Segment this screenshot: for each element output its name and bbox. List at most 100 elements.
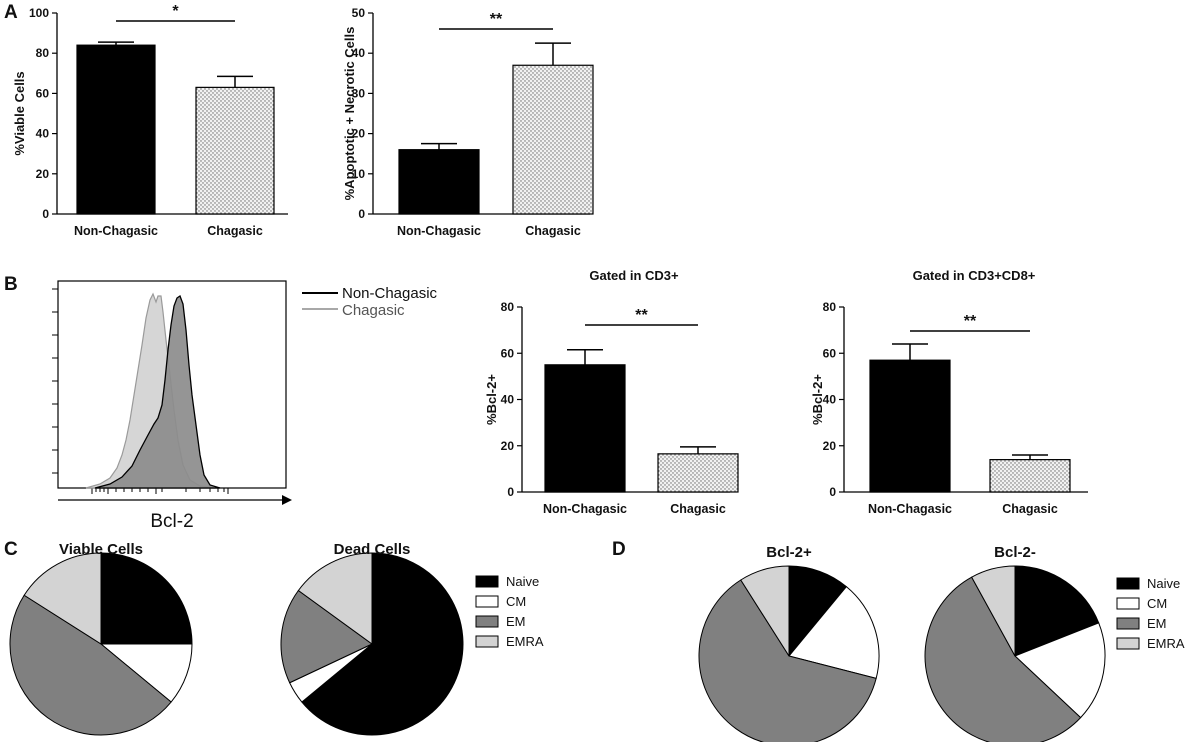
bcl2-positive-pie-chart: Bcl-2+ [698, 544, 880, 742]
legend-d-swatch-emra [1116, 637, 1140, 650]
c1-pie-title: Viable Cells [59, 541, 143, 558]
a2-y-axis-label: %Apoptotic + Necrotic Cells [342, 27, 357, 201]
a1-y-tick-label: 60 [36, 86, 50, 100]
d2-slice-em [924, 576, 1082, 742]
histogram-x-ticks [91, 488, 229, 494]
histogram-non-chagasic-curve [94, 295, 221, 489]
bcl2-negative-pie-chart: Bcl-2- [924, 544, 1106, 742]
legend-c-label-cm: CM [506, 594, 526, 609]
legend-d-swatch-cm [1116, 597, 1140, 610]
d2-slice-naive [1014, 565, 1100, 657]
legend-d-label-em: EM [1147, 616, 1167, 631]
a2-y-tick-label: 30 [352, 86, 366, 100]
a2-category-label: Chagasic [525, 224, 581, 238]
legend-d-label-emra: EMRA [1147, 636, 1185, 651]
b3-chart-title: Gated in CD3+CD8+ [913, 268, 1036, 283]
b2-y-tick-label: 40 [501, 393, 515, 407]
b3-significance-marker: ** [964, 313, 977, 330]
b2-y-axis-label: %Bcl-2+ [484, 374, 499, 425]
b2-bar-chagasic [657, 453, 739, 493]
bcl2-cd3cd8-bar-chart: 0 20 40 60 80 %Bcl-2+ Gated in CD3+CD8+ Non-Cha… [810, 268, 1088, 516]
a1-y-axis-label: %Viable Cells [12, 71, 27, 155]
viable-cells-pie-chart: Viable Cells [9, 541, 193, 736]
d2-slice-emra [971, 565, 1016, 657]
a2-y-tick-label: 50 [352, 6, 366, 20]
viable-cells-bar-chart: 0 20 40 60 80 100 %Viable Cells Non-Chagasic Cha… [12, 3, 288, 238]
a1-bar-chagasic [195, 86, 275, 215]
panel-label-d: D [612, 539, 626, 560]
b3-y-tick-label: 0 [829, 485, 836, 499]
a2-y-tick-label: 20 [352, 127, 366, 141]
histogram-y-ticks [52, 288, 58, 474]
a1-category-label: Non-Chagasic [74, 224, 158, 238]
legend-label-chagasic: Chagasic [342, 302, 405, 319]
a2-category-label: Non-Chagasic [397, 224, 481, 238]
d1-slice-cm [788, 586, 880, 679]
b2-category-label: Chagasic [670, 502, 726, 516]
b2-category-label: Non-Chagasic [543, 502, 627, 516]
b2-y-tick-label: 80 [501, 300, 515, 314]
d1-pie-title: Bcl-2+ [766, 544, 812, 561]
a2-y-tick-label: 0 [358, 207, 365, 221]
c2-slice-emra [297, 552, 373, 645]
legend-d-swatch-em [1116, 617, 1140, 630]
a2-significance-marker: ** [490, 11, 503, 28]
apoptotic-necrotic-bar-chart: 0 10 20 30 40 50 %Apoptotic + Necrotic Cells No… [342, 6, 594, 238]
c2-slice-em [280, 590, 373, 684]
a1-bar-non-chagasic [76, 44, 156, 215]
legend-c-swatch-cm [475, 595, 499, 608]
d1-slice-em [698, 579, 877, 742]
c1-slice-em [9, 594, 172, 736]
a1-significance-marker: * [172, 3, 179, 20]
legend-c-swatch-naive [475, 575, 499, 588]
d1-slice-emra [740, 565, 790, 657]
b3-y-tick-label: 20 [823, 439, 837, 453]
b3-y-axis-label: %Bcl-2+ [810, 374, 825, 425]
b2-y-tick-label: 20 [501, 439, 515, 453]
b3-y-tick-label: 80 [823, 300, 837, 314]
panel-label-b: B [4, 274, 18, 295]
b2-y-tick-label: 0 [507, 485, 514, 499]
legend-c-swatch-em [475, 615, 499, 628]
b2-significance-marker: ** [635, 307, 648, 324]
b2-bar-non-chagasic [544, 364, 626, 493]
legend-c-label-naive: Naive [506, 574, 539, 589]
panel-label-a: A [4, 2, 18, 23]
b3-category-label: Chagasic [1002, 502, 1058, 516]
b3-y-tick-label: 60 [823, 346, 837, 360]
a2-bar-chagasic [512, 64, 594, 215]
d2-slice-cm [1014, 622, 1106, 719]
legend-c-swatch-emra [475, 635, 499, 648]
legend-d-label-cm: CM [1147, 596, 1167, 611]
a2-y-tick-label: 40 [352, 46, 366, 60]
b3-bar-chagasic [989, 459, 1071, 493]
legend-memory-subsets-c: Naive CM EM EMRA [475, 574, 544, 649]
b2-y-tick-label: 60 [501, 346, 515, 360]
a2-bar-non-chagasic [398, 149, 480, 215]
c1-slice-emra [23, 552, 102, 645]
b3-category-label: Non-Chagasic [868, 502, 952, 516]
bcl2-histogram: Bcl-2 Non-Chagasic Chagasic [52, 280, 438, 532]
a1-y-tick-label: 100 [29, 6, 49, 20]
arrow-head-icon [282, 495, 292, 505]
c1-slice-naive [100, 552, 193, 645]
a1-y-tick-label: 80 [36, 46, 50, 60]
histogram-x-label: Bcl-2 [150, 511, 193, 532]
legend-c-label-em: EM [506, 614, 526, 629]
a1-category-label: Chagasic [207, 224, 263, 238]
d2-pie-title: Bcl-2- [994, 544, 1036, 561]
legend-memory-subsets-d: Naive CM EM EMRA [1116, 576, 1185, 651]
c2-slice-naive [301, 552, 464, 736]
legend-d-swatch-naive [1116, 577, 1140, 590]
a1-y-tick-label: 0 [42, 207, 49, 221]
a1-y-tick-label: 40 [36, 127, 50, 141]
a1-y-tick-label: 20 [36, 167, 50, 181]
legend-label-non-chagasic: Non-Chagasic [342, 285, 438, 302]
c2-pie-title: Dead Cells [334, 541, 411, 558]
panel-label-c: C [4, 539, 18, 560]
legend-d-label-naive: Naive [1147, 576, 1180, 591]
a2-y-tick-label: 10 [352, 167, 366, 181]
bcl2-cd3-bar-chart: 0 20 40 60 80 %Bcl-2+ Gated in CD3+ Non-Chagasi… [484, 268, 739, 516]
b2-chart-title: Gated in CD3+ [589, 268, 679, 283]
